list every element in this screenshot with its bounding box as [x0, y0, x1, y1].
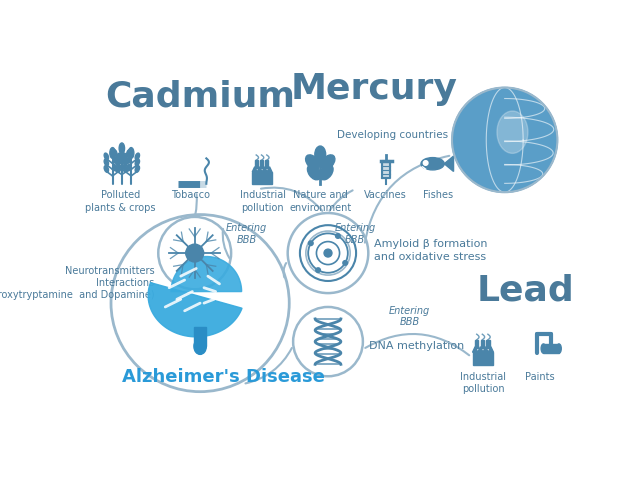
- Text: Mercury: Mercury: [291, 72, 458, 106]
- Text: Cadmium: Cadmium: [105, 79, 295, 113]
- Text: Nature and
environment: Nature and environment: [289, 190, 351, 212]
- Polygon shape: [472, 347, 478, 352]
- Polygon shape: [444, 157, 454, 172]
- Circle shape: [343, 261, 348, 265]
- Ellipse shape: [113, 150, 117, 157]
- Circle shape: [452, 88, 557, 193]
- Polygon shape: [483, 347, 488, 352]
- Ellipse shape: [320, 165, 333, 180]
- Text: Entering
BBB: Entering BBB: [388, 305, 430, 326]
- Ellipse shape: [421, 158, 444, 170]
- Circle shape: [423, 161, 428, 166]
- Bar: [255, 161, 258, 168]
- Polygon shape: [488, 347, 493, 352]
- Polygon shape: [382, 161, 390, 178]
- Polygon shape: [171, 257, 242, 292]
- Text: Fishes: Fishes: [423, 190, 453, 200]
- Ellipse shape: [127, 165, 131, 171]
- Circle shape: [308, 241, 313, 246]
- Bar: [486, 340, 490, 348]
- Ellipse shape: [123, 154, 127, 160]
- Ellipse shape: [104, 154, 109, 160]
- Ellipse shape: [116, 166, 121, 173]
- Ellipse shape: [194, 339, 206, 355]
- Ellipse shape: [104, 160, 109, 167]
- Bar: [472, 352, 493, 365]
- Ellipse shape: [135, 154, 140, 160]
- Circle shape: [316, 268, 321, 273]
- Ellipse shape: [113, 165, 117, 171]
- Ellipse shape: [123, 166, 127, 173]
- Text: Alzheimer's Disease: Alzheimer's Disease: [122, 368, 325, 385]
- Text: Neurotransmitters
Interactions
(5-hydroxytryptamine  and Dopamine): Neurotransmitters Interactions (5-hydrox…: [0, 265, 154, 300]
- Text: Lead: Lead: [477, 273, 575, 307]
- Ellipse shape: [113, 157, 117, 164]
- Ellipse shape: [541, 344, 546, 353]
- Polygon shape: [267, 168, 272, 173]
- Polygon shape: [148, 283, 242, 337]
- Text: Vaccines: Vaccines: [364, 190, 407, 200]
- Bar: [260, 161, 263, 168]
- Text: DNA methylation: DNA methylation: [369, 341, 465, 351]
- Circle shape: [324, 250, 332, 257]
- Ellipse shape: [127, 150, 131, 157]
- Text: Industrial
pollution: Industrial pollution: [240, 190, 286, 212]
- Polygon shape: [257, 168, 262, 173]
- Bar: [194, 328, 206, 347]
- Bar: [543, 344, 559, 353]
- Ellipse shape: [110, 148, 115, 159]
- Polygon shape: [262, 168, 267, 173]
- Ellipse shape: [306, 156, 319, 170]
- Ellipse shape: [123, 160, 127, 167]
- Ellipse shape: [119, 144, 125, 155]
- Text: Entering
BBB: Entering BBB: [226, 223, 268, 244]
- Ellipse shape: [321, 156, 335, 170]
- Ellipse shape: [557, 344, 561, 353]
- Ellipse shape: [315, 147, 326, 164]
- Ellipse shape: [135, 160, 140, 167]
- Text: Polluted
plants & crops: Polluted plants & crops: [85, 190, 156, 212]
- Ellipse shape: [116, 154, 121, 160]
- Ellipse shape: [104, 166, 109, 173]
- Bar: [252, 173, 272, 184]
- Bar: [475, 340, 479, 348]
- Circle shape: [186, 245, 204, 263]
- Text: Industrial
pollution: Industrial pollution: [460, 371, 506, 394]
- Ellipse shape: [129, 148, 134, 159]
- Circle shape: [335, 234, 340, 239]
- Polygon shape: [252, 168, 257, 173]
- Text: Paints: Paints: [525, 371, 554, 381]
- Ellipse shape: [127, 157, 131, 164]
- Bar: [481, 340, 484, 348]
- Text: Entering
BBB: Entering BBB: [335, 223, 376, 244]
- Bar: [265, 161, 268, 168]
- Ellipse shape: [307, 165, 321, 180]
- Ellipse shape: [497, 112, 528, 154]
- Polygon shape: [478, 347, 483, 352]
- Ellipse shape: [135, 166, 140, 173]
- Ellipse shape: [116, 160, 121, 167]
- Text: Tobacco: Tobacco: [172, 190, 211, 200]
- Text: Amyloid β formation
and oxidative stress: Amyloid β formation and oxidative stress: [374, 238, 488, 261]
- Text: Developing countries: Developing countries: [337, 130, 448, 139]
